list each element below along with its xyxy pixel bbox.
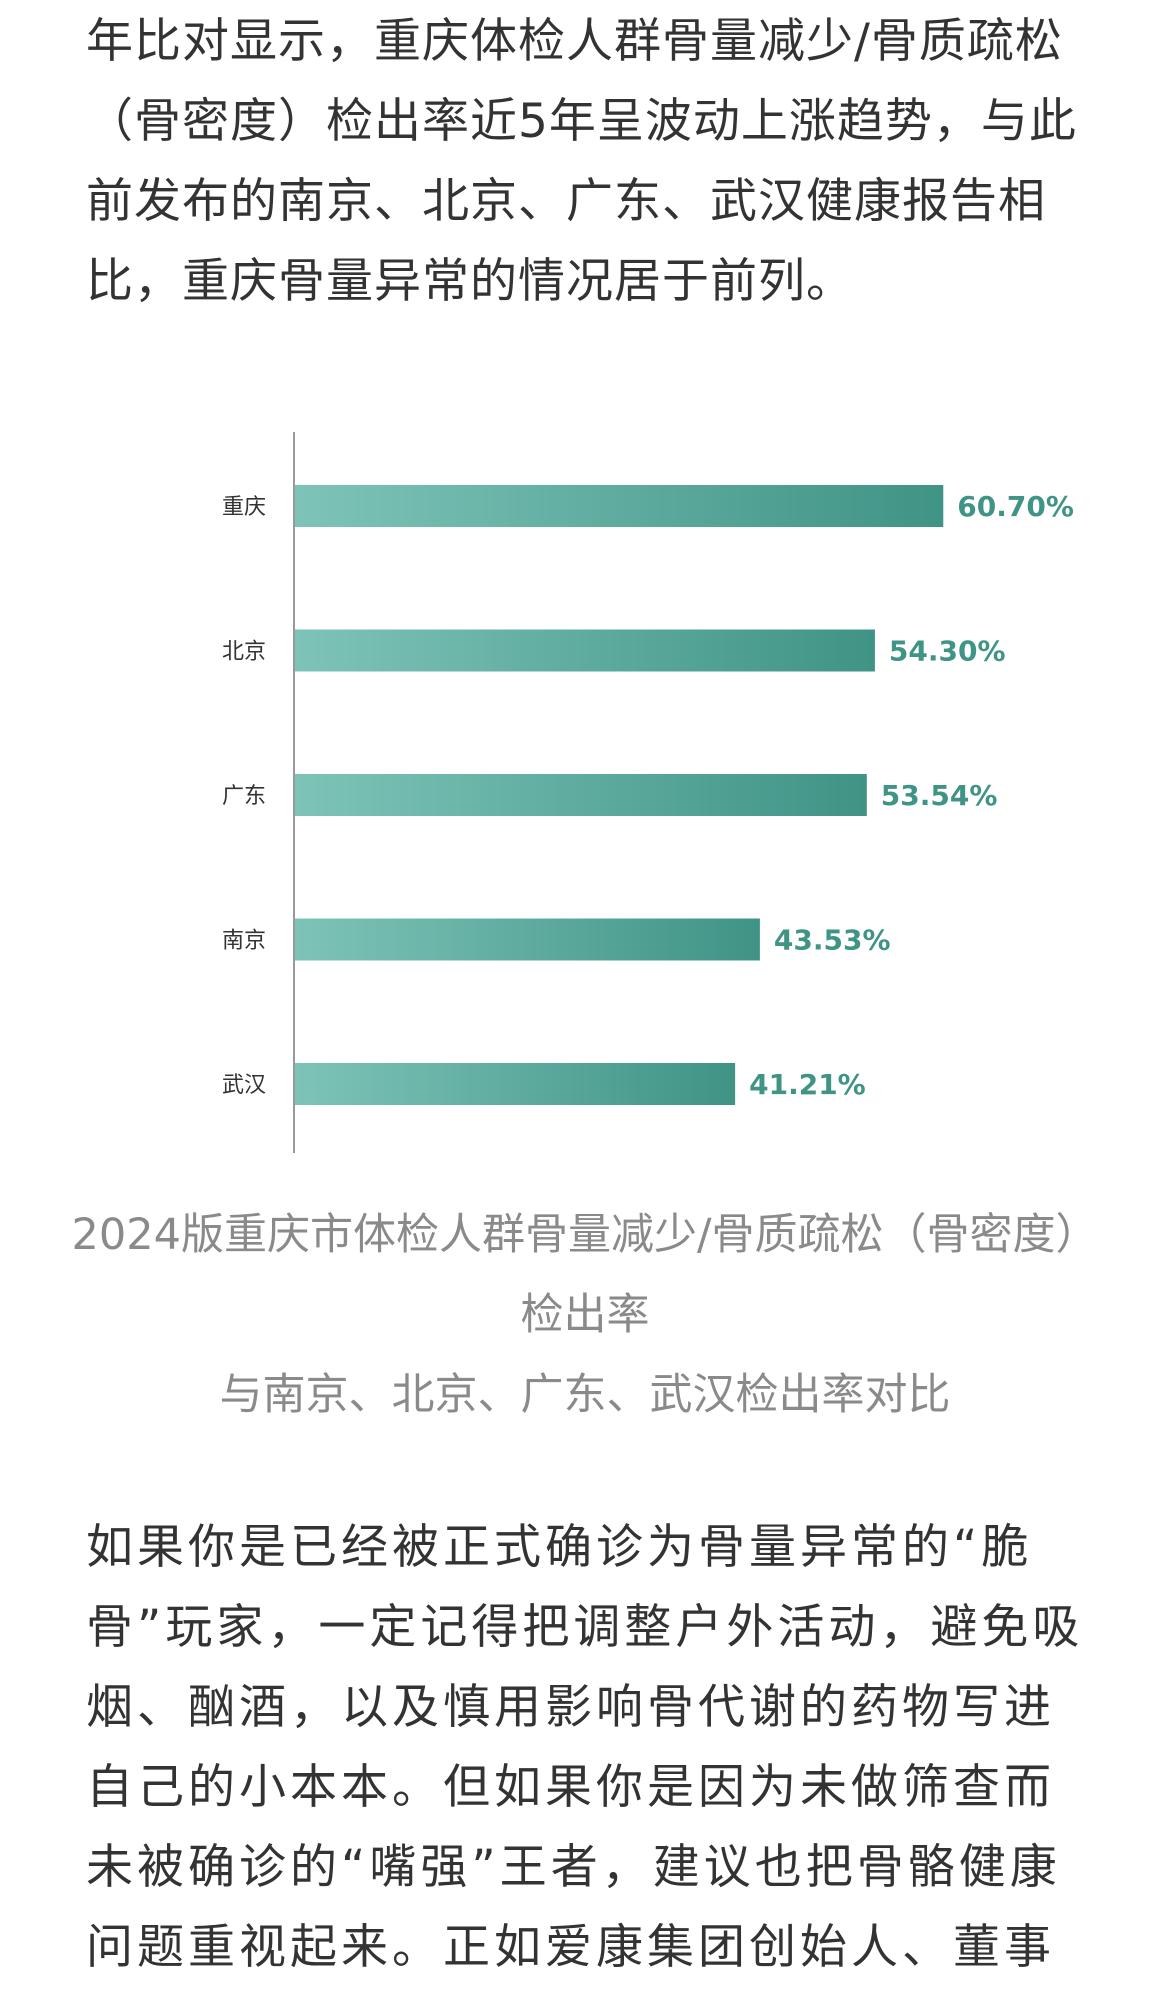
bar	[295, 629, 875, 672]
bar	[295, 774, 867, 816]
category-label: 武汉	[222, 1073, 266, 1098]
body-paragraph: 如果你是已经被正式确诊为骨量异常的“脆骨”玩家，一定记得把调整户外活动，避免吸烟…	[86, 1520, 1084, 1975]
caption-line-2: 与南京、北京、广东、武汉检出率对比	[219, 1370, 951, 1420]
category-label: 南京	[222, 929, 266, 954]
value-label: 54.30%	[889, 635, 1006, 668]
value-label: 53.54%	[881, 779, 998, 812]
value-label: 60.70%	[957, 490, 1074, 523]
bar	[295, 918, 760, 961]
bar-chart: 重庆 60.70% 北京 54.30% 广东 53.54% 南京 43.53% 武汉 41.21%	[222, 432, 1074, 1153]
category-label: 重庆	[222, 495, 266, 520]
value-label: 41.21%	[749, 1068, 866, 1101]
bar	[295, 1063, 736, 1105]
bar	[295, 485, 944, 527]
category-label: 北京	[222, 640, 266, 665]
category-label: 广东	[222, 784, 266, 809]
chart-caption: 2024版重庆市体检人群骨量减少/骨质疏松（骨密度）检出率 与南京、北京、广东、…	[60, 1195, 1110, 1435]
value-label: 43.53%	[774, 924, 891, 957]
intro-paragraph: 年比对显示，重庆体检人群骨量减少/骨质疏松（骨密度）检出率近5年呈波动上涨趋势，…	[86, 14, 1077, 309]
caption-line-1: 2024版重庆市体检人群骨量减少/骨质疏松（骨密度）检出率	[71, 1210, 1099, 1340]
